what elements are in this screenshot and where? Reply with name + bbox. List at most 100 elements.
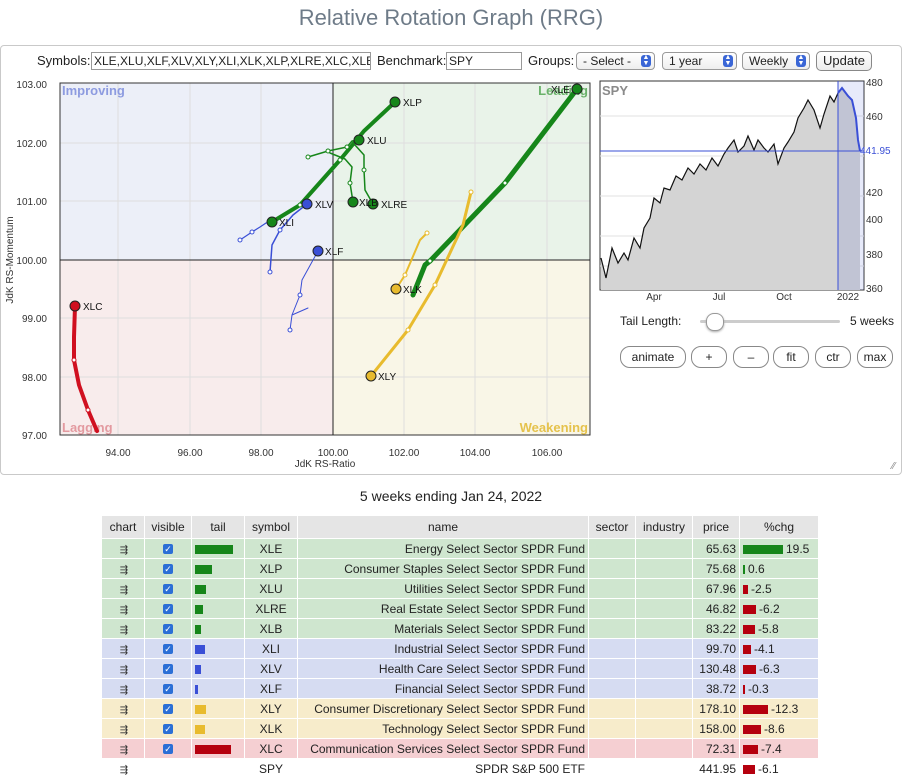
- visible-cell[interactable]: ✓: [144, 558, 192, 579]
- visible-checkbox[interactable]: ✓: [163, 684, 173, 695]
- chart-icon[interactable]: ⇶: [119, 544, 129, 556]
- visible-checkbox[interactable]: ✓: [163, 744, 173, 755]
- table-row[interactable]: ⇶ ✓ XLV Health Care Select Sector SPDR Fund…: [101, 658, 819, 679]
- chart-icon[interactable]: ⇶: [119, 684, 129, 696]
- tail-cell: [191, 738, 245, 759]
- tail-length-slider-handle[interactable]: [706, 313, 724, 331]
- update-button[interactable]: Update: [816, 51, 872, 71]
- groups-select[interactable]: - Select - ▲ ▼: [576, 52, 655, 70]
- tail-length-slider[interactable]: [700, 320, 840, 323]
- table-row[interactable]: ⇶ ✓ XLC Communication Services Select Secto…: [101, 738, 819, 759]
- visible-cell[interactable]: ✓: [144, 718, 192, 739]
- chart-icon[interactable]: ⇶: [119, 744, 129, 756]
- benchmark-chart[interactable]: SPY 480 460 441.95 420 400 380 360 Apr J…: [598, 78, 898, 303]
- col-chart[interactable]: chart: [101, 515, 145, 539]
- xlk-marker[interactable]: [390, 283, 402, 295]
- table-row[interactable]: ⇶ ✓ XLK Technology Select Sector SPDR Fund 1…: [101, 718, 819, 739]
- chart-icon[interactable]: ⇶: [119, 644, 129, 656]
- chart-cell[interactable]: ⇶: [101, 538, 145, 559]
- visible-cell[interactable]: ✓: [144, 578, 192, 599]
- col-visible[interactable]: visible: [144, 515, 192, 539]
- xlv-marker[interactable]: [301, 198, 313, 210]
- visible-checkbox[interactable]: ✓: [163, 544, 173, 555]
- table-row[interactable]: ⇶ ✓ XLU Utilities Select Sector SPDR Fund 67…: [101, 578, 819, 599]
- xlu-marker[interactable]: [353, 134, 365, 146]
- xlf-marker[interactable]: [312, 245, 324, 257]
- visible-cell[interactable]: ✓: [144, 598, 192, 619]
- table-row[interactable]: ⇶ ✓ XLRE Real Estate Select Sector SPDR Fun…: [101, 598, 819, 619]
- rrg-chart[interactable]: Improving Leading Lagging Weakening 103.…: [0, 75, 600, 475]
- visible-cell[interactable]: ✓: [144, 538, 192, 559]
- visible-checkbox[interactable]: ✓: [163, 564, 173, 575]
- visible-cell[interactable]: ✓: [144, 618, 192, 639]
- visible-checkbox[interactable]: ✓: [163, 644, 173, 655]
- visible-cell[interactable]: ✓: [144, 638, 192, 659]
- resize-grip-icon[interactable]: ⁄⁄: [892, 461, 896, 472]
- visible-checkbox[interactable]: ✓: [163, 604, 173, 615]
- chart-cell[interactable]: ⇶: [101, 698, 145, 719]
- chart-icon[interactable]: ⇶: [119, 584, 129, 596]
- visible-checkbox[interactable]: ✓: [163, 664, 173, 675]
- col-name[interactable]: name: [297, 515, 589, 539]
- chart-icon[interactable]: ⇶: [119, 764, 129, 776]
- chart-icon[interactable]: ⇶: [119, 724, 129, 736]
- visible-checkbox[interactable]: ✓: [163, 704, 173, 715]
- zoom-out-button[interactable]: –: [733, 346, 769, 368]
- xlre-marker[interactable]: [367, 198, 379, 210]
- chart-cell[interactable]: ⇶: [101, 598, 145, 619]
- table-row[interactable]: ⇶ ✓ XLY Consumer Discretionary Select Secto…: [101, 698, 819, 719]
- symbols-input[interactable]: XLE,XLU,XLF,XLV,XLY,XLI,XLK,XLP,XLRE,XLC…: [91, 52, 371, 70]
- name-cell: Utilities Select Sector SPDR Fund: [297, 578, 589, 599]
- table-row[interactable]: ⇶ ✓ XLI Industrial Select Sector SPDR Fund 9…: [101, 638, 819, 659]
- y-tick: 101.00: [16, 197, 47, 208]
- visible-cell[interactable]: ✓: [144, 698, 192, 719]
- chart-cell[interactable]: ⇶: [101, 618, 145, 639]
- visible-checkbox[interactable]: ✓: [163, 724, 173, 735]
- page-title: Relative Rotation Graph (RRG): [298, 5, 604, 30]
- center-button[interactable]: ctr: [815, 346, 851, 368]
- chart-cell[interactable]: ⇶: [101, 658, 145, 679]
- visible-checkbox[interactable]: ✓: [163, 584, 173, 595]
- col-industry[interactable]: industry: [635, 515, 693, 539]
- visible-cell[interactable]: ✓: [144, 658, 192, 679]
- chart-cell[interactable]: ⇶: [101, 738, 145, 759]
- col-pct-change[interactable]: %chg: [739, 515, 819, 539]
- animate-button[interactable]: animate: [620, 346, 686, 368]
- frequency-select[interactable]: Weekly ▲ ▼: [742, 52, 810, 70]
- chart-icon[interactable]: ⇶: [119, 564, 129, 576]
- xlb-marker[interactable]: [347, 196, 359, 208]
- chart-cell[interactable]: ⇶: [101, 578, 145, 599]
- visible-cell[interactable]: ✓: [144, 738, 192, 759]
- xlc-marker[interactable]: [69, 300, 81, 312]
- chart-cell[interactable]: ⇶: [101, 678, 145, 699]
- period-select[interactable]: 1 year ▲ ▼: [662, 52, 737, 70]
- table-row[interactable]: ⇶ ✓ XLB Materials Select Sector SPDR Fund 83…: [101, 618, 819, 639]
- benchmark-input[interactable]: SPY: [446, 52, 522, 70]
- chart-cell[interactable]: ⇶: [101, 558, 145, 579]
- x-tick: 106.00: [532, 448, 563, 459]
- xle-marker[interactable]: [571, 83, 583, 95]
- chart-cell[interactable]: ⇶: [101, 638, 145, 659]
- xlp-marker[interactable]: [389, 96, 401, 108]
- xli-marker[interactable]: [266, 216, 278, 228]
- fit-button[interactable]: fit: [773, 346, 809, 368]
- chart-icon[interactable]: ⇶: [119, 604, 129, 616]
- table-row[interactable]: ⇶ SPY SPDR S&P 500 ETF 441.95 -6.1: [101, 758, 819, 779]
- col-price[interactable]: price: [692, 515, 740, 539]
- max-button[interactable]: max: [857, 346, 893, 368]
- chart-cell[interactable]: ⇶: [101, 718, 145, 739]
- table-row[interactable]: ⇶ ✓ XLF Financial Select Sector SPDR Fund 38…: [101, 678, 819, 699]
- col-tail[interactable]: tail: [191, 515, 245, 539]
- tail-bar: [195, 664, 201, 674]
- col-symbol[interactable]: symbol: [244, 515, 298, 539]
- chart-icon[interactable]: ⇶: [119, 704, 129, 716]
- zoom-in-button[interactable]: +: [691, 346, 727, 368]
- xly-marker[interactable]: [365, 370, 377, 382]
- table-row[interactable]: ⇶ ✓ XLE Energy Select Sector SPDR Fund 65.63…: [101, 538, 819, 559]
- visible-cell[interactable]: ✓: [144, 678, 192, 699]
- table-row[interactable]: ⇶ ✓ XLP Consumer Staples Select Sector SPDR…: [101, 558, 819, 579]
- col-sector[interactable]: sector: [588, 515, 636, 539]
- chart-icon[interactable]: ⇶: [119, 664, 129, 676]
- visible-checkbox[interactable]: ✓: [163, 624, 173, 635]
- chart-icon[interactable]: ⇶: [119, 624, 129, 636]
